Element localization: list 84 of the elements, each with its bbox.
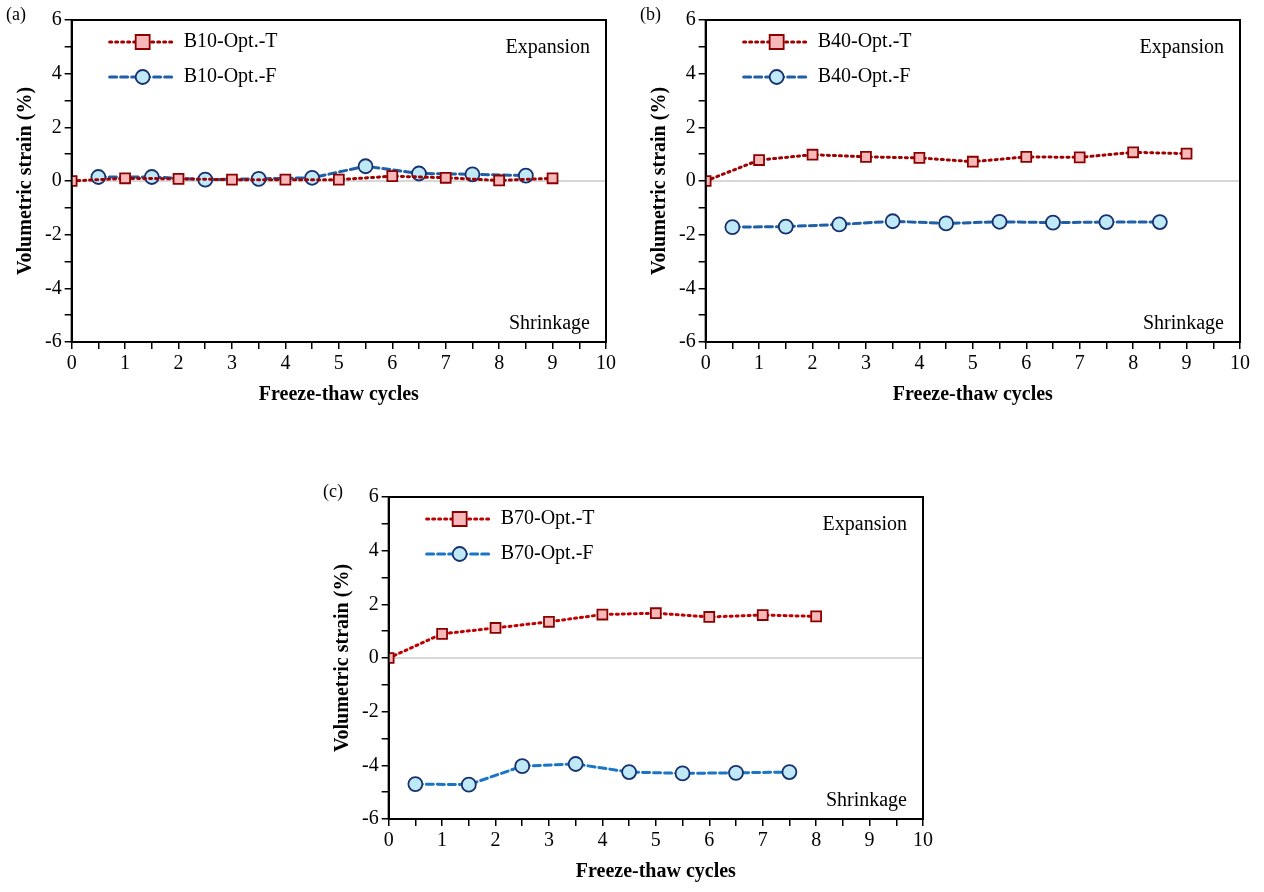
y-tick-label: -6 [361,806,379,829]
y-tick-label: -4 [44,275,62,298]
annotation: Expansion [822,512,907,536]
y-tick-label: -4 [361,752,379,775]
y-axis-title: Volumetric strain (%) [13,86,37,276]
y-tick-label: -2 [678,221,696,244]
x-tick-label: 6 [387,351,398,374]
annotation: Expansion [505,35,590,59]
legend-label: B40-Opt.-T [817,29,912,53]
x-tick-label: 0 [66,351,77,374]
x-tick-label: 0 [700,351,711,374]
point [1073,151,1086,164]
y-tick-label: -6 [678,329,696,352]
y-tick-label: 6 [368,484,379,507]
legend-label: B70-Opt.-F [500,541,594,565]
y-tick-label: 6 [51,7,62,30]
x-tick-label: 8 [811,828,822,851]
y-axis-title: Volumetric strain (%) [330,563,354,753]
x-tick-label: 7 [440,351,451,374]
x-tick-label: 3 [543,828,554,851]
y-axis-title: Volumetric strain (%) [647,86,671,276]
x-axis-title: Freeze-thaw cycles [575,859,737,883]
x-tick-label: 1 [120,351,131,374]
x-tick-label: 4 [597,828,608,851]
y-tick-label: 2 [368,591,379,614]
x-tick-label: 2 [173,351,184,374]
legend-label: B40-Opt.-F [817,64,911,88]
x-tick-label: 10 [596,351,616,374]
y-tick-label: 0 [51,168,62,191]
x-axis-title: Freeze-thaw cycles [892,382,1054,406]
point [1180,147,1193,160]
x-tick-label: 5 [967,351,978,374]
y-tick-label: 4 [368,537,379,560]
y-tick-label: 6 [685,7,696,30]
x-tick-label: 8 [1128,351,1139,374]
annotation: Expansion [1139,35,1224,59]
x-tick-label: 5 [333,351,344,374]
y-tick-label: 0 [685,168,696,191]
y-tick-label: 4 [685,60,696,83]
x-axis-title: Freeze-thaw cycles [258,382,420,406]
chart-title: (a) [6,3,26,25]
x-tick-label: 10 [913,828,933,851]
x-tick-label: 4 [280,351,291,374]
y-tick-label: 4 [51,60,62,83]
x-tick-label: 0 [383,828,394,851]
chart-title: (c) [323,480,343,502]
y-tick-label: -2 [44,221,62,244]
point [1127,146,1139,159]
chart-title: (b) [640,3,661,25]
annotation: Shrinkage [508,311,591,335]
legend-label: B10-Opt.-F [183,64,277,88]
x-tick-label: 9 [547,351,558,374]
x-tick-label: 6 [1021,351,1032,374]
x-tick-label: 8 [494,351,505,374]
annotation: Shrinkage [1142,311,1225,335]
x-tick-label: 4 [914,351,925,374]
x-tick-label: 5 [650,828,661,851]
point [753,154,765,166]
x-tick-label: 2 [490,828,501,851]
x-tick-label: 2 [807,351,818,374]
x-tick-label: 6 [704,828,715,851]
legend-label: B70-Opt.-T [500,506,595,530]
x-tick-label: 3 [860,351,871,374]
x-tick-label: 10 [1230,351,1250,374]
x-tick-label: 1 [754,351,765,374]
x-tick-label: 3 [226,351,237,374]
y-tick-label: 2 [685,114,696,137]
point [966,155,979,168]
y-tick-label: -4 [678,275,696,298]
x-tick-label: 7 [757,828,768,851]
x-tick-label: 1 [437,828,448,851]
y-tick-label: -6 [44,329,62,352]
x-tick-label: 7 [1074,351,1085,374]
annotation: Shrinkage [825,788,908,812]
x-tick-label: 9 [1181,351,1192,374]
point [806,148,819,161]
legend-label: B10-Opt.-T [183,29,278,53]
point [913,152,926,164]
y-tick-label: 0 [368,645,379,668]
point [1020,151,1033,163]
y-tick-label: 2 [51,114,62,137]
x-tick-label: 9 [864,828,875,851]
point [860,151,872,163]
y-tick-label: -2 [361,698,379,721]
